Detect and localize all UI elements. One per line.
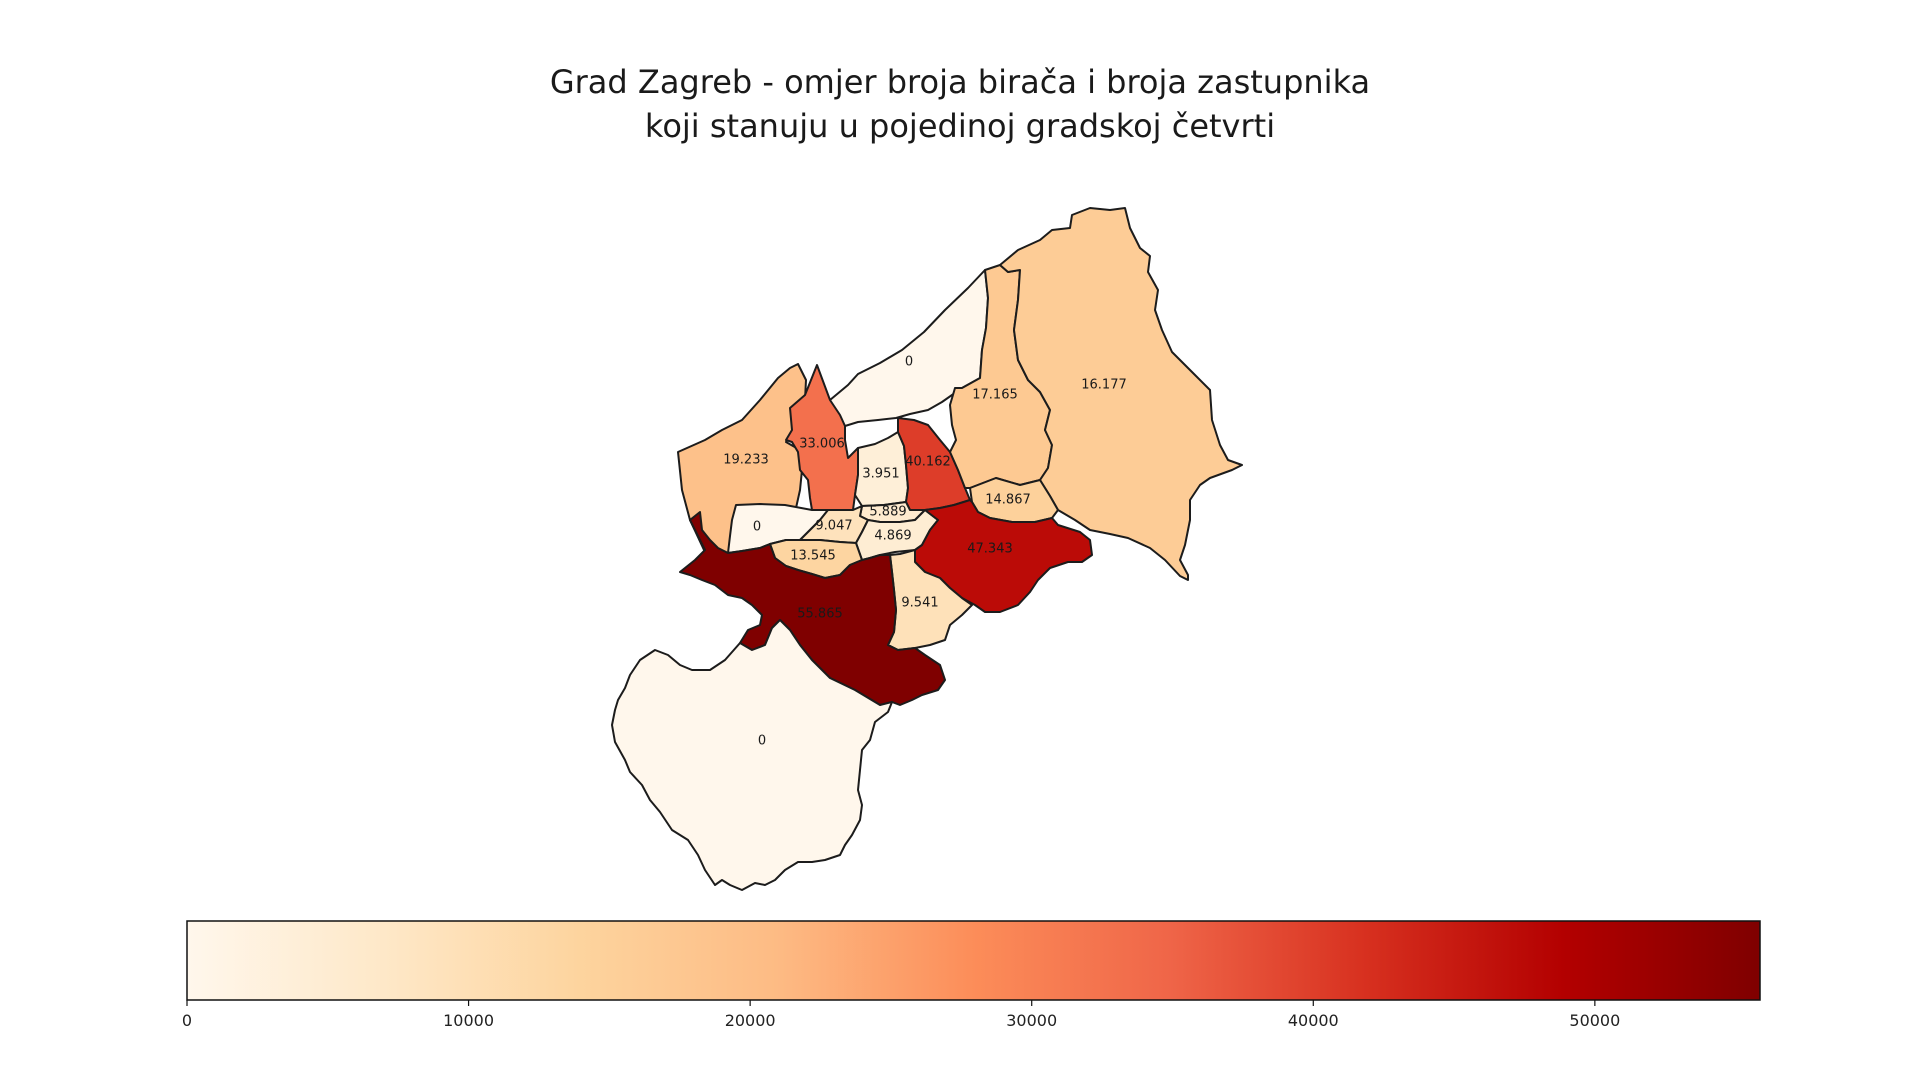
district-label-west-strip: 33.006 — [799, 437, 845, 452]
map-title: Grad Zagreb - omjer broja birača i broja… — [0, 60, 1920, 148]
district-south — [611, 619, 893, 891]
colorbar-ticks: 0 10000 20000 30000 40000 50000 — [182, 1000, 1620, 1030]
district-label-center-west: 9.047 — [815, 519, 852, 534]
district-label-north-center-red: 40.162 — [905, 455, 951, 470]
colorbar-bar — [186, 920, 1761, 1001]
district-label-center-south: 4.869 — [874, 529, 911, 544]
district-west-strip — [785, 364, 859, 511]
district-label-west-hills: 19.233 — [723, 453, 769, 468]
colorbar: 0 10000 20000 30000 40000 50000 — [182, 920, 1761, 1030]
district-label-center-north: 3.951 — [862, 467, 899, 482]
district-label-west-mid: 0 — [753, 520, 761, 535]
map-title-line-1: Grad Zagreb - omjer broja birača i broja… — [549, 63, 1371, 101]
map-title-line-2: koji stanuju u pojedinoj gradskoj četvrt… — [644, 107, 1276, 145]
district-label-center-small: 5.889 — [869, 505, 906, 520]
district-label-east-small: 14.867 — [985, 493, 1031, 508]
colorbar-tick-label: 0 — [182, 1011, 192, 1030]
district-label-south-west-dark: 55.865 — [797, 607, 843, 622]
district-label-south-west-small: 13.545 — [790, 549, 836, 564]
colorbar-tick-label: 30000 — [1006, 1011, 1057, 1030]
district-labels-layer: 0 19.233 33.006 3.951 40.162 17.165 16.1… — [723, 355, 1127, 749]
colorbar-tick-label: 20000 — [725, 1011, 776, 1030]
district-label-north-east-2: 16.177 — [1081, 378, 1127, 393]
districts-layer — [611, 207, 1243, 891]
district-label-south-center: 9.541 — [901, 596, 938, 611]
district-label-east-red: 47.343 — [967, 542, 1013, 557]
district-label-north-east-1: 17.165 — [972, 388, 1018, 403]
district-label-south: 0 — [758, 734, 766, 749]
district-south-west-dark — [679, 511, 946, 706]
colorbar-tick-label: 40000 — [1288, 1011, 1339, 1030]
colorbar-tick-label: 10000 — [443, 1011, 494, 1030]
colorbar-tick-label: 50000 — [1569, 1011, 1620, 1030]
district-label-north-west: 0 — [905, 355, 913, 370]
district-north-east-2 — [999, 207, 1243, 581]
